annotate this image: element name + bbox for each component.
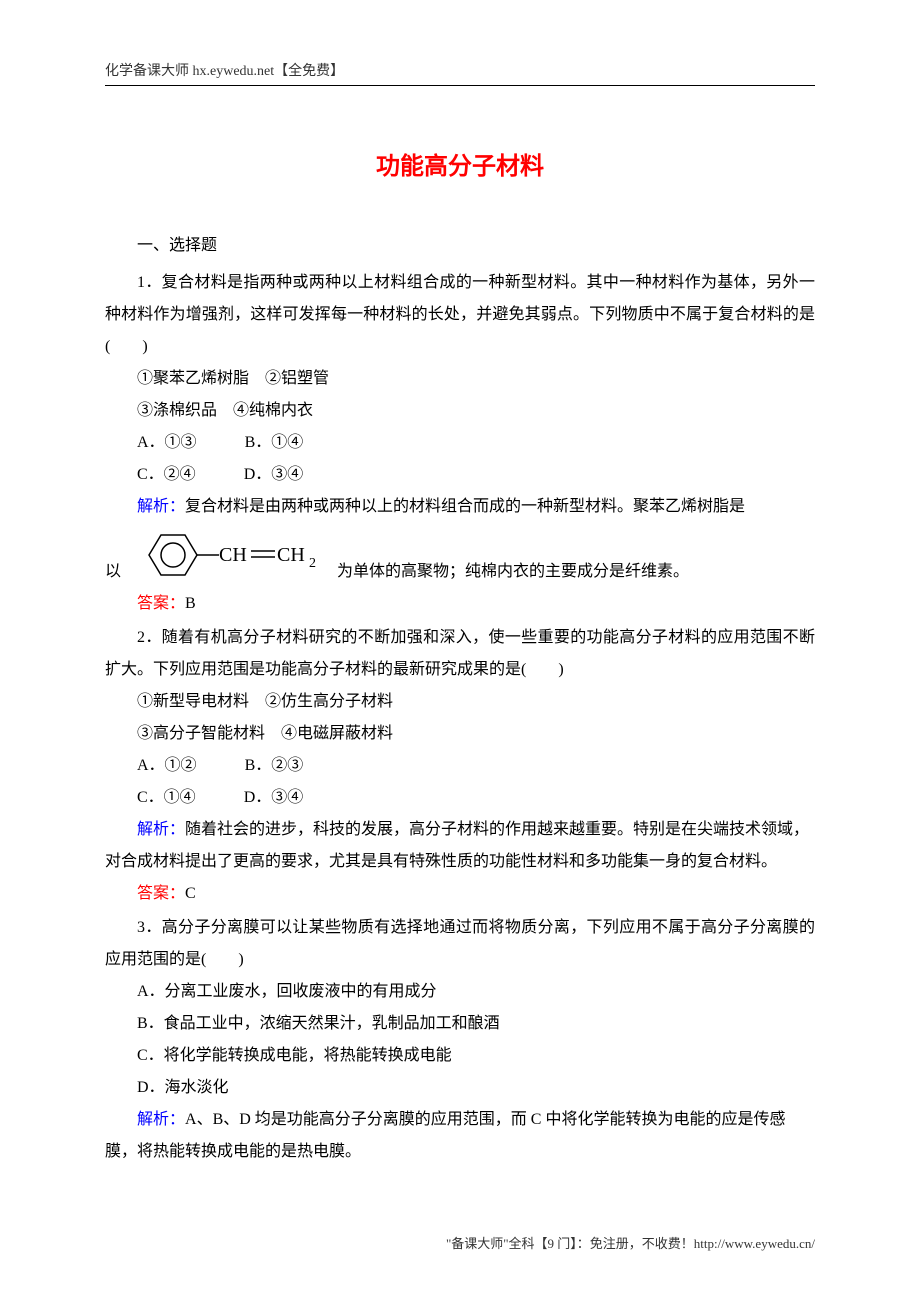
q3-optA: A．分离工业废水，回收废液中的有用成分 [105, 976, 815, 1008]
q1-items2: ③涤棉织品 ④纯棉内衣 [105, 395, 815, 427]
svg-text:2: 2 [309, 556, 316, 571]
q3-optB: B．食品工业中，浓缩天然果汁，乳制品加工和酿酒 [105, 1008, 815, 1040]
q2-options-cd: C．①④ D．③④ [105, 782, 815, 814]
q2-optA: A．①② [137, 757, 197, 774]
q1-options-cd: C．②④ D．③④ [105, 459, 815, 491]
q1-structure-line: 以 CH CH 2 为单体的高聚物；纯棉内衣的主要成分是纤维素。 [105, 523, 815, 588]
section-heading: 一、选择题 [105, 231, 815, 255]
q1-answer: 答案：B [105, 588, 815, 620]
svg-text:CH: CH [219, 544, 247, 566]
q3-text: 3．高分子分离膜可以让某些物质有选择地通过而将物质分离，下列应用不属于高分子分离… [105, 912, 815, 976]
q1-analysis: 解析：复合材料是由两种或两种以上的材料组合而成的一种新型材料。聚苯乙烯树脂是 [105, 491, 815, 523]
q1-optD: D．③④ [244, 466, 304, 483]
header-text: 化学备课大师 hx.eywedu.net【全免费】 [105, 60, 815, 80]
q2-optB: B．②③ [245, 757, 304, 774]
q2-analysis: 解析：随着社会的进步，科技的发展，高分子材料的作用越来越重要。特别是在尖端技术领… [105, 814, 815, 878]
q1-answer-text: B [185, 595, 196, 612]
svg-text:CH: CH [277, 544, 305, 566]
analysis-label: 解析： [137, 1111, 185, 1128]
header-divider [105, 85, 815, 86]
page-title: 功能高分子材料 [105, 146, 815, 181]
q2-analysis-text: 随着社会的进步，科技的发展，高分子材料的作用越来越重要。特别是在尖端技术领域，对… [105, 821, 809, 870]
q1-options-ab: A．①③ B．①④ [105, 427, 815, 459]
footer-text: "备课大师"全科【9 门】：免注册，不收费！http://www.eywedu.… [446, 1233, 815, 1252]
q2-items2: ③高分子智能材料 ④电磁屏蔽材料 [105, 718, 815, 750]
answer-label: 答案： [137, 885, 185, 902]
answer-label: 答案： [137, 595, 185, 612]
q2-optD: D．③④ [244, 789, 304, 806]
q3-analysis: 解析：A、B、D 均是功能高分子分离膜的应用范围，而 C 中将化学能转换为电能的… [105, 1104, 815, 1168]
q1-items1: ①聚苯乙烯树脂 ②铝塑管 [105, 363, 815, 395]
styrene-structure-icon: CH CH 2 [129, 523, 329, 588]
q1-optC: C．②④ [137, 466, 196, 483]
q1-img-before: 以 [105, 556, 121, 588]
q1-optB: B．①④ [245, 434, 304, 451]
analysis-label: 解析： [137, 498, 185, 515]
q1-optA: A．①③ [137, 434, 197, 451]
q2-items1: ①新型导电材料 ②仿生高分子材料 [105, 686, 815, 718]
q1-img-after: 为单体的高聚物；纯棉内衣的主要成分是纤维素。 [337, 556, 689, 588]
q2-text: 2．随着有机高分子材料研究的不断加强和深入，使一些重要的功能高分子材料的应用范围… [105, 622, 815, 686]
q3-analysis-text: A、B、D 均是功能高分子分离膜的应用范围，而 C 中将化学能转换为电能的应是传… [105, 1111, 785, 1160]
q3-optC: C．将化学能转换成电能，将热能转换成电能 [105, 1040, 815, 1072]
q2-answer: 答案：C [105, 878, 815, 910]
q2-options-ab: A．①② B．②③ [105, 750, 815, 782]
q2-optC: C．①④ [137, 789, 196, 806]
q3-optD: D．海水淡化 [105, 1072, 815, 1104]
q1-text: 1．复合材料是指两种或两种以上材料组合成的一种新型材料。其中一种材料作为基体，另… [105, 267, 815, 363]
analysis-label: 解析： [137, 821, 185, 838]
q1-analysis-text: 复合材料是由两种或两种以上的材料组合而成的一种新型材料。聚苯乙烯树脂是 [185, 498, 745, 515]
q2-answer-text: C [185, 885, 196, 902]
